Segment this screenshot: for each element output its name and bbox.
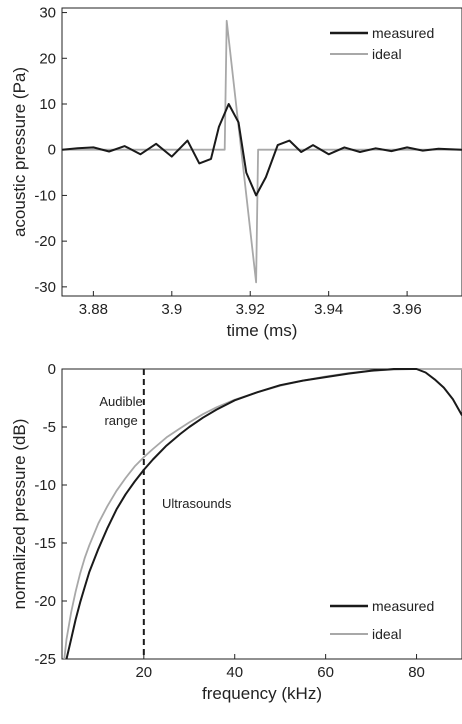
y-tick-label: -20: [34, 233, 56, 250]
x-tick-label: 3.9: [161, 301, 182, 318]
ultrasounds-label: Ultrasounds: [162, 496, 232, 511]
time-chart-ticks: 3.88 3.9 3.92 3.94 3.96 30 20 10 0 -10 -20 -30: [34, 5, 421, 318]
legend-label-ideal: ideal: [372, 626, 402, 642]
y-tick-label: -25: [34, 651, 56, 668]
y-tick-label: 30: [39, 5, 56, 22]
x-tick-label: 80: [408, 664, 425, 681]
x-tick-label: 3.92: [236, 301, 265, 318]
audible-range-label-line1: Audible: [99, 394, 142, 409]
y-tick-label: -20: [34, 593, 56, 610]
time-chart-y-axis-label: acoustic pressure (Pa): [10, 67, 29, 237]
x-tick-label: 20: [135, 664, 152, 681]
y-tick-label: -30: [34, 279, 56, 296]
series-line-ideal: [62, 19, 462, 284]
frequency-chart-y-axis-label: normalized pressure (dB): [10, 419, 29, 610]
y-tick-label: 0: [48, 142, 56, 159]
x-tick-label: 3.94: [314, 301, 343, 318]
x-tick-label: 3.96: [392, 301, 421, 318]
legend-label-ideal: ideal: [372, 46, 402, 62]
legend-label-measured: measured: [372, 25, 434, 41]
series-line-measured: [61, 103, 462, 197]
x-tick-label: 60: [317, 664, 334, 681]
series-line-measured: [65, 368, 462, 660]
time-chart: 3.88 3.9 3.92 3.94 3.96 30 20 10 0 -10 -20 -30 time…: [10, 5, 462, 340]
y-tick-label: -10: [34, 477, 56, 494]
y-tick-label: 10: [39, 96, 56, 113]
time-chart-plot-area: [61, 7, 462, 297]
audible-range-label-line2: range: [104, 413, 137, 428]
frequency-chart-series: [63, 368, 462, 660]
x-tick-label: 40: [226, 664, 243, 681]
frequency-chart-x-axis-label: frequency (kHz): [202, 684, 322, 703]
time-chart-legend: measured ideal: [330, 25, 434, 62]
y-tick-label: -5: [43, 419, 56, 436]
y-tick-label: -15: [34, 535, 56, 552]
frequency-chart-ticks: 20 40 60 80 0 -5 -10 -15 -20 -25: [34, 361, 425, 681]
x-tick-label: 3.88: [79, 301, 108, 318]
y-tick-label: -10: [34, 187, 56, 204]
frequency-chart-plot-area: [61, 368, 462, 660]
time-chart-series: [61, 19, 462, 284]
legend-label-measured: measured: [372, 598, 434, 614]
time-chart-x-axis-label: time (ms): [227, 321, 298, 340]
y-tick-label: 20: [39, 50, 56, 67]
frequency-chart: 20 40 60 80 0 -5 -10 -15 -20 -25 Audible range Ul…: [10, 361, 462, 703]
y-tick-label: 0: [48, 361, 56, 378]
frequency-chart-legend: measured ideal: [330, 598, 434, 642]
